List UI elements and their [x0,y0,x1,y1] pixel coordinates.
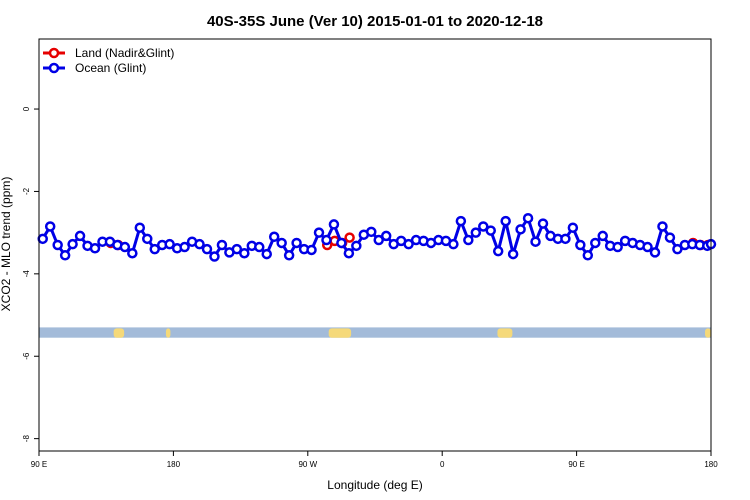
data-point [89,243,101,254]
data-point [74,230,86,242]
land-patch [705,328,711,338]
y-tick-label: -6 [22,352,31,360]
land-patch [497,328,513,338]
data-point [522,212,534,224]
y-tick-label: -2 [22,187,31,195]
data-point [201,243,213,255]
data-point [642,241,653,253]
data-point [336,237,347,249]
data-point [582,250,594,261]
data-point [590,237,601,249]
legend-marker [48,47,60,59]
data-point [515,224,526,235]
data-point [478,221,489,232]
series-layer [37,212,717,262]
y-tick-label: -8 [22,435,31,443]
x-tick-label: 180 [704,460,718,469]
data-point [455,215,467,227]
plot-frame [38,38,712,452]
data-point [149,243,160,255]
land-patch [165,328,171,338]
data-point [485,225,496,236]
x-tick-label: 180 [167,460,181,469]
data-point [530,236,541,247]
x-tick-label: 90 W [298,460,317,469]
data-point [649,247,661,258]
data-point [500,215,511,227]
data-point [470,227,482,238]
data-point [142,233,153,245]
data-point [231,243,243,255]
data-point [507,248,519,260]
x-tick-label: 90 E [568,460,584,469]
y-axis-label: XCO2 - MLO trend (ppm) [0,177,13,312]
axis-ticks: 90 E 180 90 W 0 90 E 180 0 -2 -4 -6 -8 [22,106,718,469]
data-point [216,239,228,251]
legend-label: Ocean (Glint) [75,61,146,75]
data-point [119,241,131,253]
chart-title: 40S-35S June (Ver 10) 2015-01-01 to 2020… [207,13,543,30]
data-point [306,244,317,256]
data-point [537,218,549,229]
land-patch [328,328,352,338]
legend-marker [48,62,60,74]
data-point [597,230,608,242]
data-point [373,234,384,246]
data-point [52,239,63,251]
data-point [44,221,56,232]
ocean-band [39,327,711,338]
map-strip [39,327,711,338]
data-point [239,247,250,259]
data-point [492,245,504,257]
data-point [567,222,579,233]
data-point [463,234,474,246]
data-point [560,233,571,245]
y-tick-label: 0 [22,106,31,111]
y-tick-label: -4 [22,270,31,278]
data-point [134,222,146,233]
data-point [575,239,586,251]
data-point [672,243,683,255]
data-point [343,247,355,259]
data-point [313,227,325,238]
x-tick-label: 90 E [31,460,47,469]
data-point [164,238,175,250]
data-point [276,237,287,249]
data-point [321,234,332,246]
land-patch [113,328,125,338]
series [37,212,717,262]
data-point [612,241,623,253]
data-point [179,241,190,253]
data-point [261,248,272,260]
data-point [380,230,392,242]
data-point [366,226,377,238]
x-tick-label: 0 [440,460,445,469]
legend: Land (Nadir&Glint)Ocean (Glint) [43,46,174,75]
x-axis-label: Longitude (deg E) [327,478,422,492]
data-point [283,250,295,261]
data-point [403,238,414,250]
data-point [194,238,205,250]
data-point [254,241,265,253]
data-point [328,219,340,230]
data-point [37,233,48,245]
data-point [127,247,138,259]
data-point [344,232,355,243]
data-point [657,221,668,232]
data-point [448,238,459,250]
data-point [59,250,71,261]
data-point [268,231,280,243]
data-point [664,232,676,243]
legend-label: Land (Nadir&Glint) [75,46,174,60]
data-point [291,237,302,249]
data-point [67,238,78,250]
data-point [351,240,362,252]
data-point [209,251,220,262]
